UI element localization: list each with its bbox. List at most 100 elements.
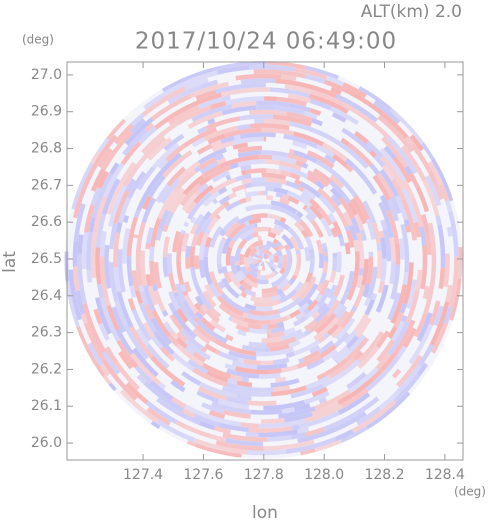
- echo-arc: [303, 390, 330, 405]
- echo-arc: [293, 315, 308, 327]
- echo-arc: [245, 266, 252, 273]
- echo-arc: [408, 323, 433, 365]
- echo-arc: [375, 284, 389, 313]
- echo-arc: [205, 327, 228, 344]
- echo-arc: [305, 74, 326, 84]
- echo-arc: [197, 126, 208, 135]
- echo-arc: [416, 362, 429, 377]
- echo-arc: [253, 226, 269, 233]
- echo-arc: [200, 216, 213, 233]
- echo-arc: [248, 255, 254, 265]
- echo-arc: [303, 307, 310, 315]
- echo-arc: [249, 64, 295, 72]
- echo-arc: [157, 158, 169, 170]
- echo-arc: [209, 271, 225, 296]
- y-tick-label: 26.1: [31, 398, 62, 414]
- echo-arc: [394, 243, 401, 265]
- echo-arc: [210, 139, 222, 148]
- echo-arc: [190, 266, 198, 284]
- echo-arc: [260, 409, 283, 415]
- echo-arc: [399, 302, 408, 314]
- echo-arc: [224, 363, 237, 371]
- echo-arc: [240, 422, 259, 429]
- echo-arc: [342, 211, 353, 227]
- echo-arc: [330, 227, 339, 238]
- echo-arc: [275, 248, 281, 252]
- echo-arc: [355, 232, 363, 242]
- echo-arc: [201, 232, 210, 245]
- echo-arc: [198, 175, 211, 187]
- echo-arc: [224, 334, 234, 342]
- echo-arc: [151, 142, 180, 170]
- echo-arc: [314, 439, 343, 453]
- echo-arc: [286, 111, 313, 123]
- x-tick-label: 128.0: [304, 467, 344, 483]
- echo-arc: [231, 228, 246, 242]
- echo-arc: [176, 343, 205, 367]
- echo-arc: [197, 307, 207, 317]
- echo-arc: [346, 142, 373, 167]
- echo-arc: [306, 150, 335, 169]
- echo-arc: [107, 382, 117, 392]
- echo-arc: [430, 322, 448, 354]
- echo-arc: [437, 224, 446, 268]
- echo-arc: [173, 70, 219, 91]
- echo-arc: [272, 238, 279, 245]
- echo-arc: [98, 322, 110, 341]
- echo-arc: [358, 268, 364, 276]
- echo-arc: [256, 364, 278, 370]
- echo-arc: [305, 272, 313, 284]
- echo-arc: [422, 285, 430, 300]
- echo-arc: [305, 426, 325, 437]
- echo-arc: [293, 221, 305, 232]
- echo-arc: [336, 251, 342, 273]
- echo-arc: [364, 298, 376, 316]
- echo-arc: [239, 253, 245, 266]
- echo-arc: [316, 293, 329, 308]
- echo-arc: [449, 278, 463, 321]
- echo-arc: [250, 295, 273, 303]
- echo-arc: [101, 130, 133, 171]
- echo-arc: [224, 229, 232, 238]
- echo-arc: [236, 347, 257, 356]
- echo-arc: [317, 230, 324, 238]
- echo-arc: [264, 96, 278, 102]
- echo-arc: [217, 186, 228, 195]
- echo-arc: [344, 225, 351, 232]
- echo-arc: [152, 152, 182, 184]
- echo-arc: [288, 235, 300, 252]
- echo-arc: [427, 222, 437, 252]
- echo-arc: [197, 182, 209, 194]
- echo-arc: [378, 201, 394, 239]
- echo-arc: [261, 172, 287, 181]
- echo-arc: [168, 290, 181, 311]
- echo-arc: [261, 290, 278, 298]
- echo-arc: [286, 190, 305, 203]
- echo-arc: [378, 392, 398, 411]
- echo-arc: [337, 233, 344, 239]
- echo-arc: [334, 359, 339, 365]
- echo-arc: [331, 345, 349, 361]
- echo-arc: [302, 188, 317, 200]
- echo-arc: [204, 236, 213, 248]
- echo-arc: [107, 185, 127, 227]
- echo-arc: [244, 220, 250, 227]
- x-tick-label: 128.4: [425, 467, 465, 483]
- echo-arc: [202, 190, 221, 207]
- echo-arc: [306, 170, 330, 188]
- echo-arc: [227, 270, 242, 289]
- echo-arc: [371, 351, 398, 381]
- echo-arc: [304, 304, 320, 320]
- echo-arc: [278, 244, 285, 251]
- echo-arc: [135, 328, 150, 347]
- echo-arc: [256, 269, 261, 275]
- echo-arc: [155, 183, 171, 203]
- echo-arc: [340, 137, 350, 146]
- echo-arc: [106, 194, 118, 215]
- echo-arc: [314, 306, 331, 324]
- echo-arc: [302, 204, 308, 211]
- echo-arc: [184, 339, 211, 361]
- echo-arc: [438, 267, 446, 289]
- echo-arc: [236, 394, 252, 401]
- echo-arc: [309, 344, 321, 354]
